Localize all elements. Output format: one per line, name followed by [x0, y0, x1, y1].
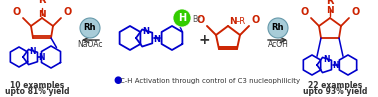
Text: O: O [251, 15, 259, 25]
Text: 22 examples: 22 examples [308, 81, 362, 90]
Text: O: O [351, 7, 359, 17]
Text: R: R [38, 0, 46, 5]
Text: N: N [323, 55, 329, 65]
Text: upto 81% yield: upto 81% yield [5, 87, 69, 97]
Text: upto 93% yield: upto 93% yield [303, 87, 367, 97]
Text: Br: Br [192, 14, 200, 23]
Text: O: O [63, 7, 71, 17]
Text: N: N [332, 61, 339, 71]
Text: C-H Activation through control of C3 nucleophilicity: C-H Activation through control of C3 nuc… [120, 78, 300, 84]
Text: –R: –R [236, 17, 246, 26]
Circle shape [268, 18, 288, 38]
Text: AcOH: AcOH [268, 40, 288, 49]
Text: N: N [143, 28, 150, 36]
Text: N: N [38, 54, 45, 62]
Text: N: N [229, 17, 237, 26]
Circle shape [173, 9, 191, 27]
Text: +: + [198, 33, 210, 47]
Text: O: O [301, 7, 309, 17]
Circle shape [80, 18, 100, 38]
Text: ●: ● [113, 75, 121, 85]
Text: N: N [153, 35, 160, 43]
Text: Rh: Rh [272, 23, 284, 32]
Text: O: O [197, 15, 205, 25]
Text: O: O [13, 7, 21, 17]
Text: R: R [326, 0, 334, 6]
Text: Rh: Rh [84, 23, 96, 32]
Text: NaOAc: NaOAc [77, 40, 103, 49]
Text: N: N [38, 10, 46, 19]
Text: H: H [178, 13, 186, 23]
Text: N: N [326, 6, 334, 15]
Text: N: N [29, 48, 35, 56]
Text: 10 examples: 10 examples [10, 81, 64, 90]
